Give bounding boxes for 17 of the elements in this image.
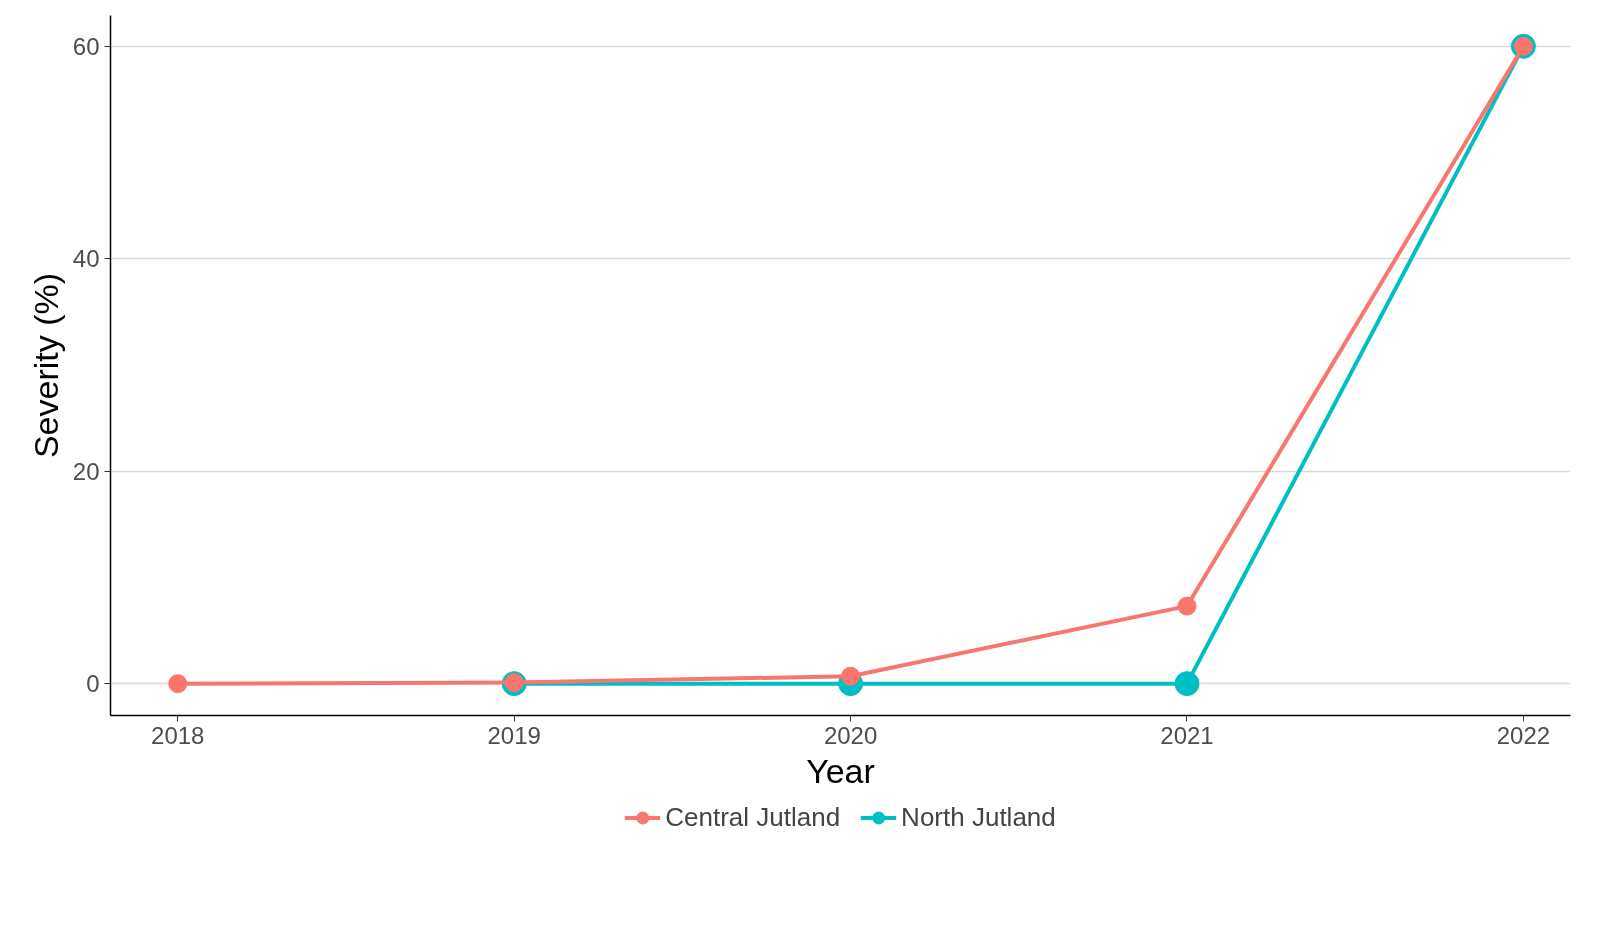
x-tick-label: 2020 <box>823 721 878 749</box>
y-axis-title: Severity (%) <box>26 272 65 459</box>
y-tick-label: 0 <box>86 670 100 698</box>
y-tick-label: 60 <box>72 32 100 60</box>
legend-label: Central Jutland <box>665 801 841 833</box>
y-tick-label: 40 <box>72 245 100 273</box>
x-tick-label: 2022 <box>1496 721 1551 749</box>
point <box>168 674 188 694</box>
point <box>841 666 861 686</box>
x-tick-label: 2019 <box>487 721 541 749</box>
point <box>1177 596 1197 616</box>
x-tick-label: 2021 <box>1160 721 1214 749</box>
point <box>1174 671 1200 697</box>
x-axis-title: Year <box>806 751 875 790</box>
y-tick-label: 20 <box>72 457 100 485</box>
legend-label: North Jutland <box>901 801 1056 833</box>
x-tick-label: 2018 <box>151 721 205 749</box>
